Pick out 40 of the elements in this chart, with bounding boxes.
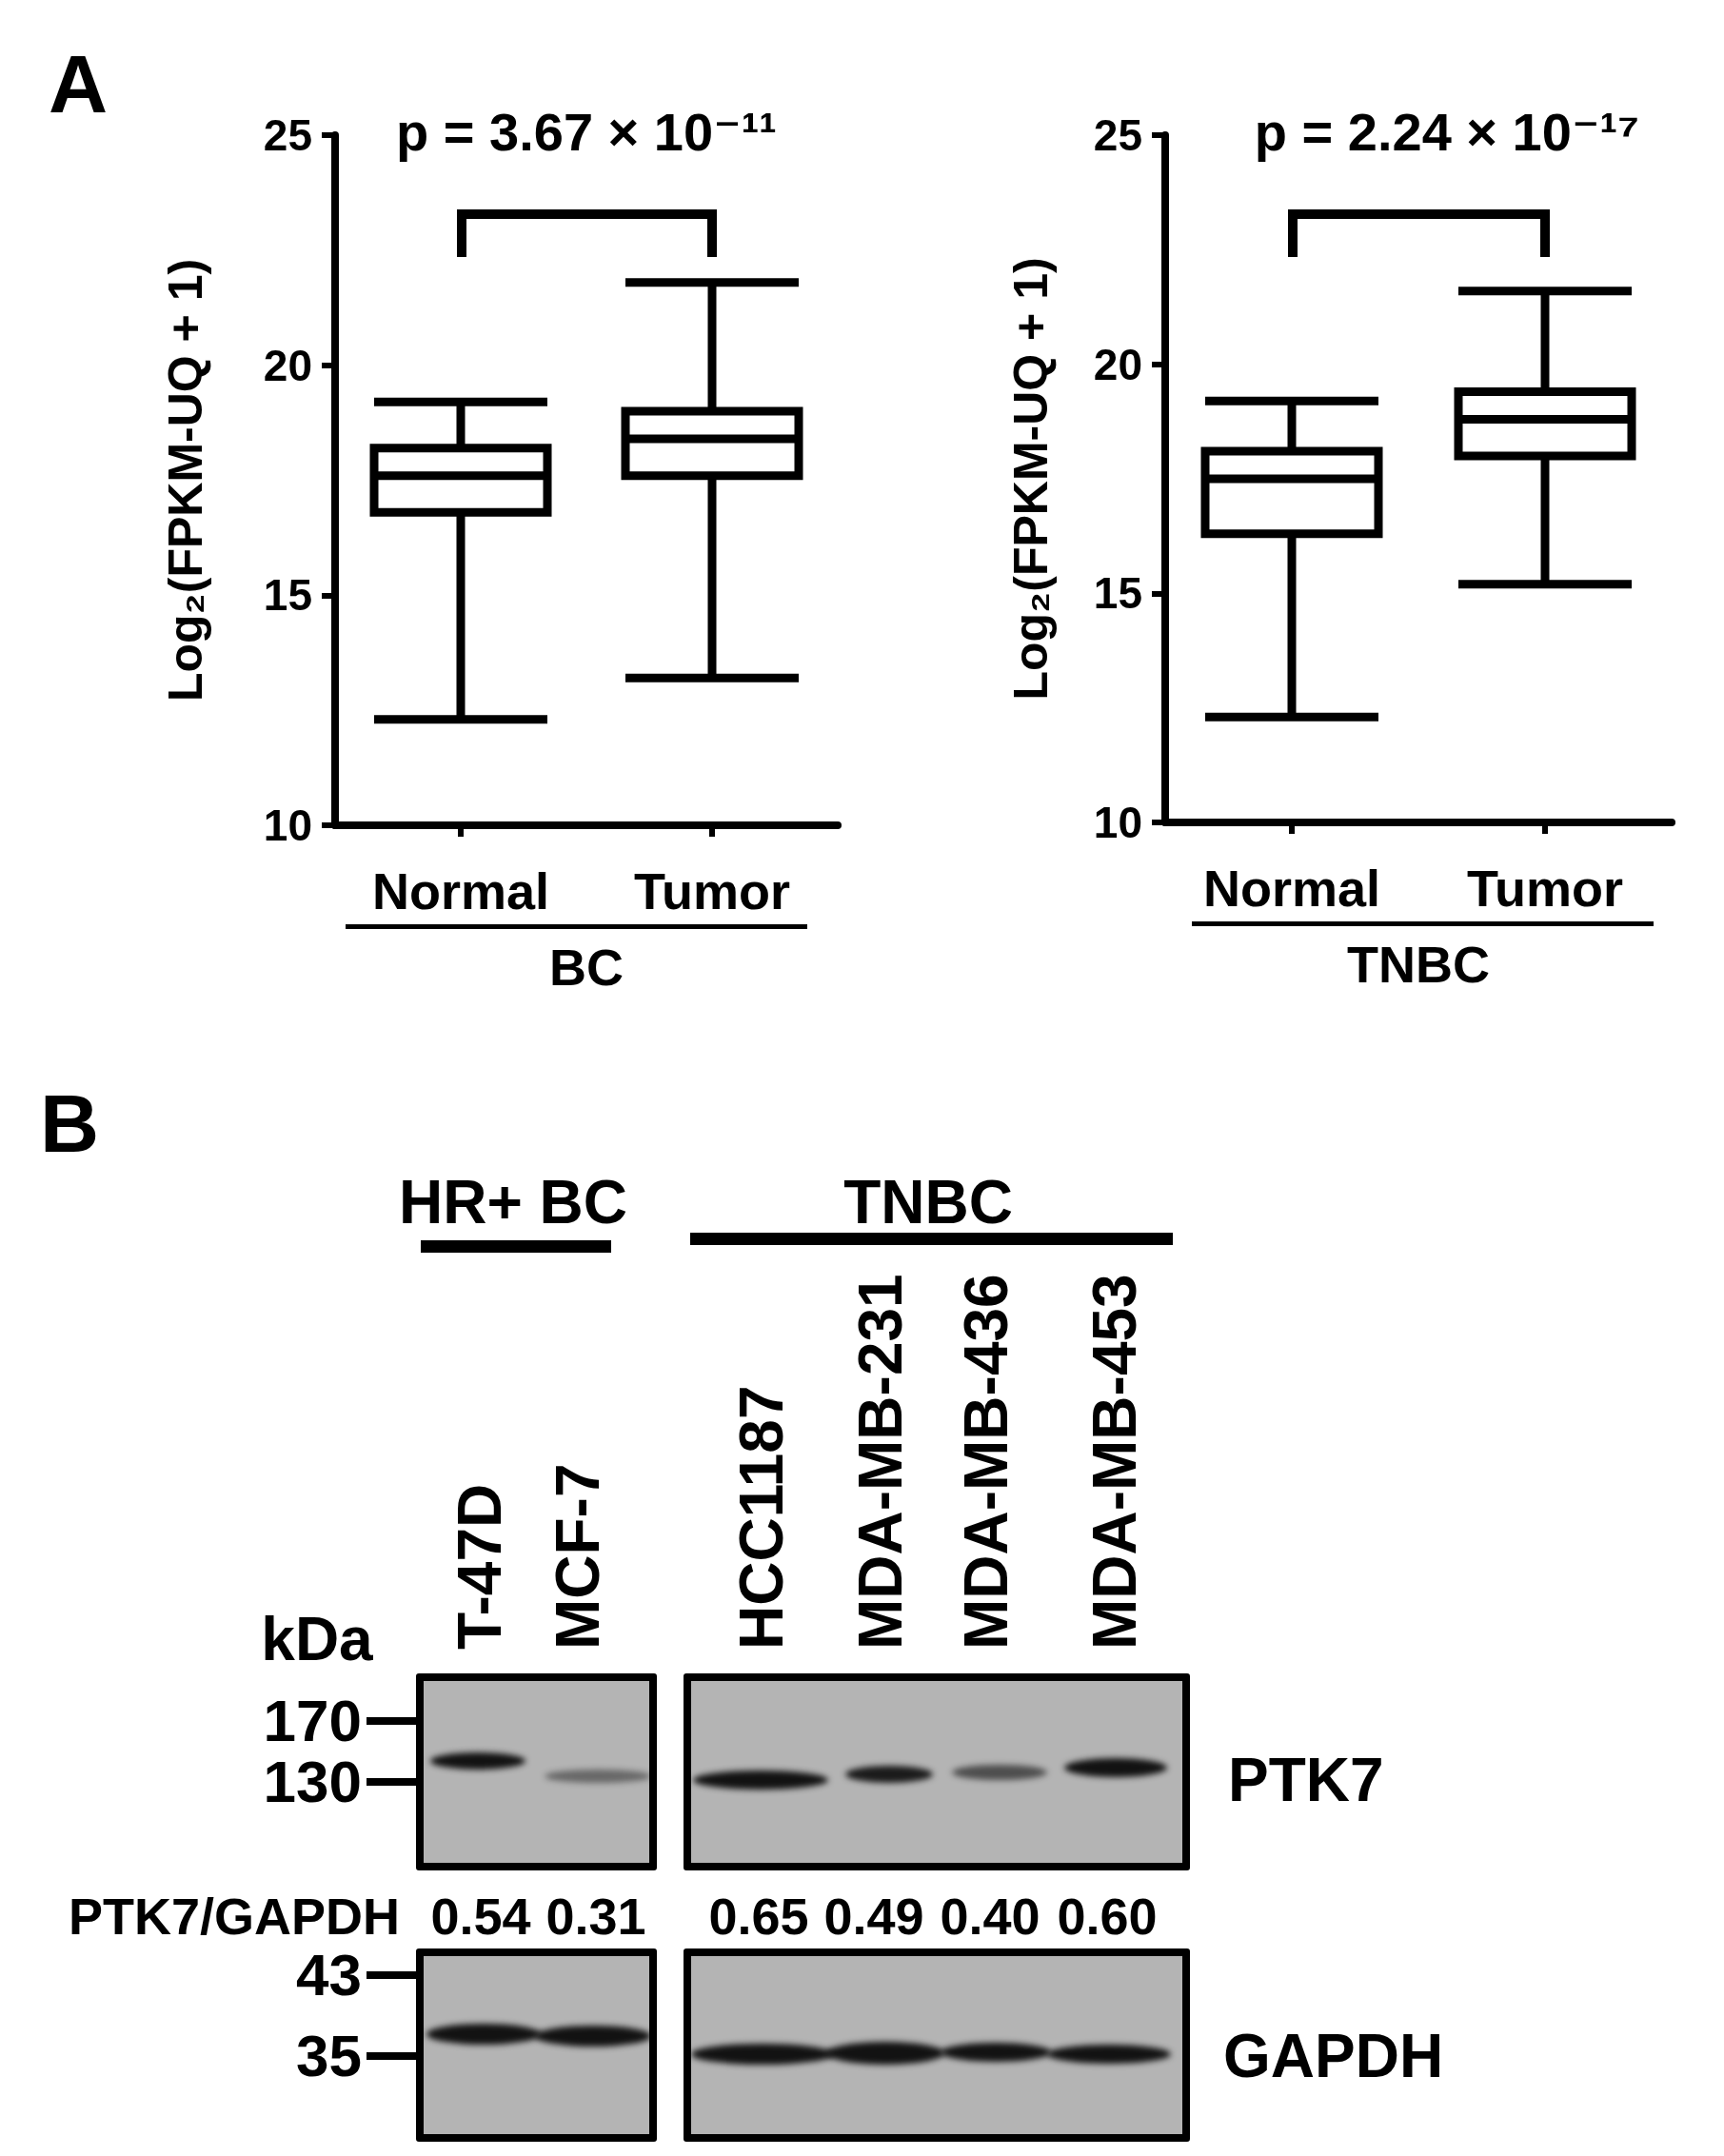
category-label: HCC1187 bbox=[727, 1385, 796, 1650]
y-axis-title: Log₂(FPKM-UQ + 1) bbox=[159, 258, 212, 702]
x-axis-title: TNBC bbox=[1347, 936, 1490, 993]
text: 35 bbox=[296, 2023, 362, 2088]
y-tick-label: 15 bbox=[263, 570, 312, 621]
category-label: MCF-7 bbox=[544, 1463, 612, 1650]
y-tick-label: 20 bbox=[1093, 339, 1142, 389]
y-tick-label: 10 bbox=[1093, 798, 1142, 847]
chart-title: A bbox=[49, 38, 109, 129]
y-axis-title: Log₂(FPKM-UQ + 1) bbox=[1004, 257, 1058, 701]
text: TNBC bbox=[843, 1168, 1013, 1236]
text: GAPDH bbox=[1223, 2022, 1444, 2090]
text: 43 bbox=[296, 1942, 362, 2008]
category-label: MDA-MB-453 bbox=[1080, 1274, 1149, 1650]
data-label: 0.40 bbox=[940, 1888, 1040, 1945]
y-tick-label: 10 bbox=[263, 801, 312, 850]
text: kDa bbox=[261, 1605, 373, 1673]
annotation: p = 2.24 × 10⁻¹⁷ bbox=[1254, 101, 1640, 162]
x-tick-label: Tumor bbox=[634, 862, 790, 920]
x-tick-label: Normal bbox=[371, 862, 550, 920]
x-tick-label: Tumor bbox=[1467, 860, 1623, 917]
annotation: p = 3.67 × 10⁻¹¹ bbox=[396, 101, 777, 162]
x-axis-title: BC bbox=[549, 939, 624, 996]
data-label: 0.54 bbox=[430, 1888, 531, 1945]
y-tick-label: 15 bbox=[1093, 568, 1142, 619]
x-tick-label: Normal bbox=[1202, 860, 1381, 917]
data-label: 0.65 bbox=[708, 1888, 809, 1945]
text: B bbox=[40, 1078, 100, 1169]
y-tick-label: 20 bbox=[263, 340, 312, 390]
y-tick-label: 25 bbox=[263, 110, 312, 160]
category-label: MDA-MB-231 bbox=[846, 1274, 915, 1650]
data-label: 0.31 bbox=[545, 1888, 646, 1945]
y-tick-label: 25 bbox=[1093, 110, 1142, 160]
text: HR+ BC bbox=[398, 1168, 628, 1236]
category-label: T-47D bbox=[446, 1483, 514, 1650]
category-label: MDA-MB-436 bbox=[952, 1274, 1021, 1650]
text: PTK7/GAPDH bbox=[68, 1888, 400, 1945]
data-label: 0.49 bbox=[823, 1888, 924, 1945]
data-label: 0.60 bbox=[1057, 1888, 1158, 1945]
text: PTK7 bbox=[1228, 1746, 1384, 1814]
